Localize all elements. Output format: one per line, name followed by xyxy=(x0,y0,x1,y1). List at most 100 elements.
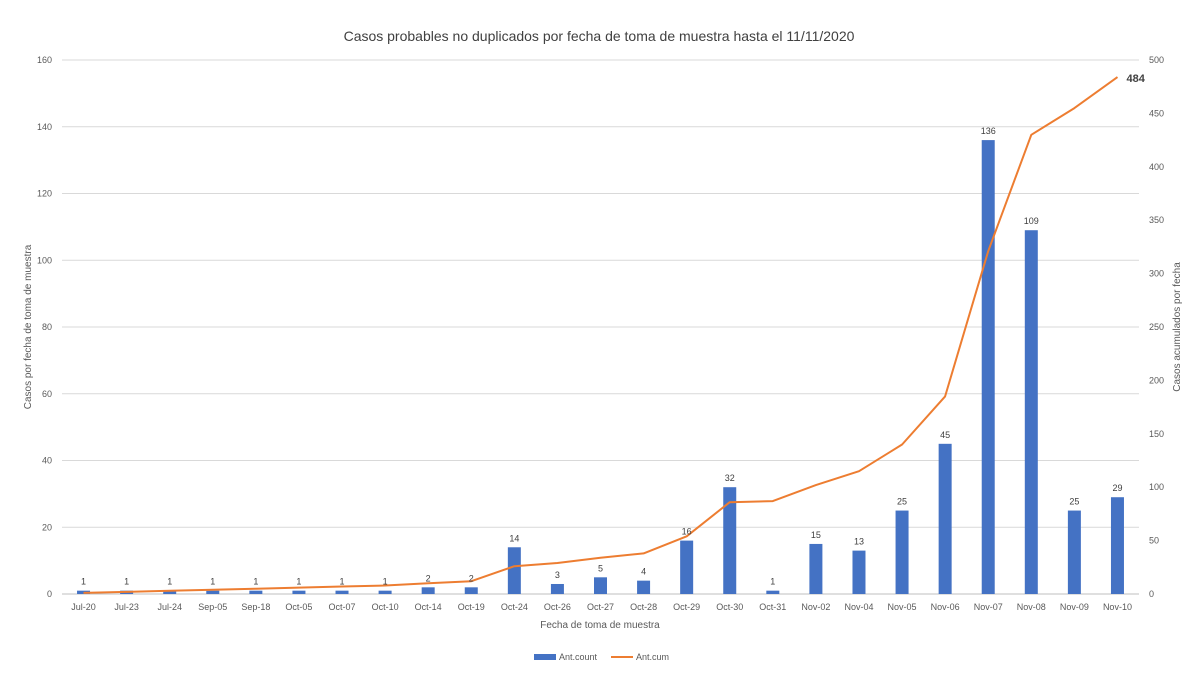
right-tick-label: 0 xyxy=(1149,589,1154,599)
x-tick-label: Oct-19 xyxy=(458,602,485,612)
bar-value-label: 4 xyxy=(641,567,646,577)
bar-value-label: 1 xyxy=(210,577,215,587)
legend-label-ant-cum: Ant.cum xyxy=(636,652,669,662)
bar xyxy=(981,140,995,594)
bar-value-label: 1 xyxy=(340,577,345,587)
bar-value-label: 1 xyxy=(124,577,129,587)
x-tick-label: Oct-27 xyxy=(587,602,614,612)
bar-value-label: 1 xyxy=(81,577,86,587)
left-tick-label: 0 xyxy=(47,589,52,599)
x-tick-label: Jul-20 xyxy=(71,602,96,612)
bar xyxy=(1024,230,1038,594)
bar-value-label: 25 xyxy=(897,497,907,507)
bar-value-label: 16 xyxy=(682,527,692,537)
bar xyxy=(680,540,694,594)
right-tick-label: 100 xyxy=(1149,482,1164,492)
bar xyxy=(550,583,564,594)
bar xyxy=(852,550,866,594)
x-tick-label: Nov-05 xyxy=(888,602,917,612)
bar xyxy=(938,443,952,594)
x-tick-label: Nov-10 xyxy=(1103,602,1132,612)
bar-value-label: 14 xyxy=(509,533,519,543)
bar-value-label: 5 xyxy=(598,563,603,573)
bar-value-label: 2 xyxy=(469,573,474,583)
x-tick-label: Oct-28 xyxy=(630,602,657,612)
x-tick-label: Nov-09 xyxy=(1060,602,1089,612)
bar-value-label: 1 xyxy=(253,577,258,587)
x-tick-label: Oct-07 xyxy=(329,602,356,612)
x-tick-label: Nov-08 xyxy=(1017,602,1046,612)
x-axis-title: Fecha de toma de muestra xyxy=(540,620,660,631)
left-axis-ticks: 0 20 40 60 80 100 120 140 160 xyxy=(37,55,52,599)
bars xyxy=(77,140,1124,594)
x-tick-label: Oct-14 xyxy=(415,602,442,612)
bar xyxy=(206,590,220,594)
x-tick-label: Oct-31 xyxy=(759,602,786,612)
bar xyxy=(249,590,263,594)
bar-value-label: 1 xyxy=(770,577,775,587)
bar xyxy=(895,510,909,594)
right-tick-label: 250 xyxy=(1149,322,1164,332)
bar xyxy=(421,587,435,594)
bar xyxy=(464,587,478,594)
bar xyxy=(507,547,521,594)
bar xyxy=(723,487,737,594)
right-tick-label: 50 xyxy=(1149,536,1159,546)
bar-value-label: 29 xyxy=(1112,483,1122,493)
x-tick-label: Nov-02 xyxy=(801,602,830,612)
x-tick-label: Nov-04 xyxy=(844,602,873,612)
left-tick-label: 60 xyxy=(42,389,52,399)
bar xyxy=(809,543,823,594)
left-tick-label: 40 xyxy=(42,456,52,466)
cumulative-end-label: 484 xyxy=(1126,73,1145,85)
x-tick-label: Sep-05 xyxy=(198,602,227,612)
bar xyxy=(594,577,607,594)
bar-value-label: 25 xyxy=(1069,497,1079,507)
bar-value-label: 1 xyxy=(167,577,172,587)
x-tick-label: Oct-26 xyxy=(544,602,571,612)
right-tick-label: 400 xyxy=(1149,162,1164,172)
left-tick-label: 140 xyxy=(37,122,52,132)
bar-value-label: 3 xyxy=(555,570,560,580)
bar-data-labels: 1 1 1 1 1 1 1 1 2 2 14 3 5 4 16 32 1 15 13 25 45 136 109 25 29 xyxy=(81,126,1122,587)
x-tick-label: Oct-05 xyxy=(285,602,312,612)
bar xyxy=(292,590,306,594)
bar xyxy=(1067,510,1081,594)
bar xyxy=(335,590,349,594)
bar-value-label: 32 xyxy=(725,473,735,483)
chart-title: Casos probables no duplicados por fecha … xyxy=(344,28,855,44)
y-axis-title: Casos por fecha de toma de muestra xyxy=(23,244,34,409)
x-tick-label: Nov-06 xyxy=(931,602,960,612)
bar-value-label: 45 xyxy=(940,430,950,440)
bar-value-label: 109 xyxy=(1024,216,1039,226)
bar xyxy=(766,590,780,594)
bar xyxy=(163,590,177,594)
bar-value-label: 1 xyxy=(296,577,301,587)
x-axis-ticks: Jul-20 Jul-23 Jul-24 Sep-05 Sep-18 Oct-05 Oct-… xyxy=(71,602,1132,612)
y2-axis-title: Casos acumulados por fecha xyxy=(1172,262,1183,392)
x-tick-label: Oct-30 xyxy=(716,602,743,612)
legend-swatch-ant-count xyxy=(534,654,556,660)
right-tick-label: 450 xyxy=(1149,108,1164,118)
x-tick-label: Sep-18 xyxy=(241,602,270,612)
legend-label-ant-count: Ant.count xyxy=(559,652,598,662)
x-tick-label: Nov-07 xyxy=(974,602,1003,612)
bar-value-label: 1 xyxy=(383,577,388,587)
right-tick-label: 350 xyxy=(1149,215,1164,225)
left-tick-label: 100 xyxy=(37,255,52,265)
x-tick-label: Oct-24 xyxy=(501,602,528,612)
bar xyxy=(1110,497,1124,594)
right-tick-label: 150 xyxy=(1149,429,1164,439)
left-tick-label: 160 xyxy=(37,55,52,65)
cumulative-line: 484 xyxy=(83,73,1146,594)
right-tick-label: 300 xyxy=(1149,269,1164,279)
bar-value-label: 136 xyxy=(981,126,996,136)
x-tick-label: Jul-23 xyxy=(114,602,139,612)
bar xyxy=(378,590,392,594)
right-tick-label: 200 xyxy=(1149,375,1164,385)
left-tick-label: 20 xyxy=(42,522,52,532)
bar-value-label: 2 xyxy=(426,573,431,583)
bar xyxy=(637,580,651,594)
right-axis-ticks: 0 50 100 150 200 250 300 350 400 450 500 xyxy=(1149,55,1164,599)
